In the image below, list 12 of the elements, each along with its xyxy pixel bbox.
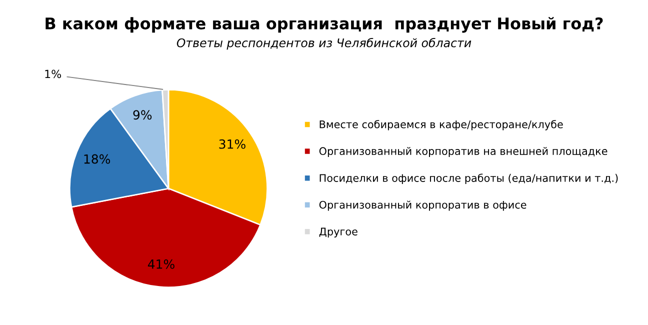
- legend-label: Посиделки в офисе после работы (еда/напитки и т.д.): [320, 174, 618, 184]
- data-label: 18%: [84, 154, 110, 164]
- data-label: 41%: [148, 259, 174, 269]
- data-label: 1%: [45, 70, 62, 78]
- legend-label: Организованный корпоратив на внешней площадке: [319, 147, 608, 158]
- chart-title: В каком формате ваша организация празднует Новый год?: [46, 17, 603, 33]
- legend-label: Вместе собираемся в кафе/ресторане/клубе: [320, 120, 563, 130]
- data-label: 31%: [219, 139, 246, 149]
- legend-label: Организованный корпоратив в офисе: [319, 200, 526, 211]
- legend-label: Другое: [319, 228, 358, 238]
- data-label: 9%: [133, 110, 152, 120]
- chart-subtitle: Ответы респондентов из Челябинской области: [176, 38, 472, 50]
